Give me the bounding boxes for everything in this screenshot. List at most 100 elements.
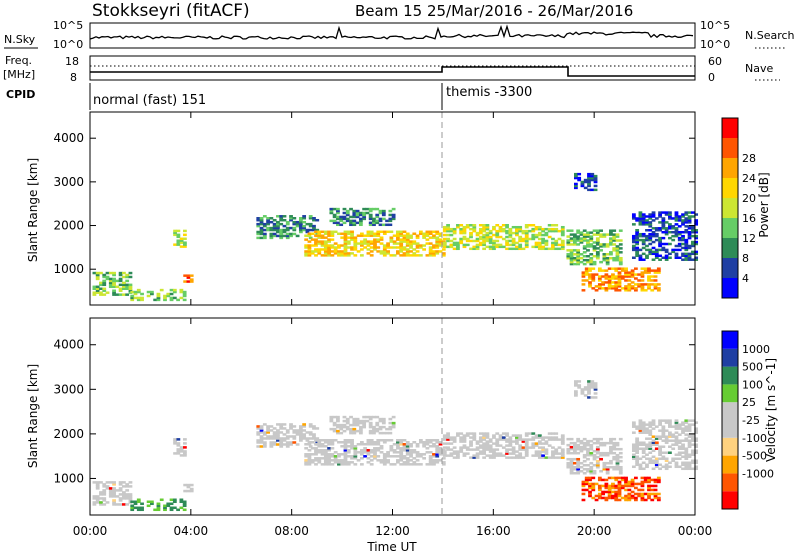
power-cell [279,217,284,220]
power-cell [289,215,293,218]
velocity-cell [601,496,606,500]
velocity-cell [373,453,377,456]
power-cell [551,227,555,231]
velocity-cell [432,463,436,466]
power-cell [392,234,397,237]
velocity-cell [631,455,636,459]
velocity-cell [432,439,436,442]
velocity-cell [485,432,490,435]
power-cell [648,248,653,252]
velocity-cell [308,433,313,436]
velocity-cell [310,441,315,444]
velocity-cell [518,448,523,451]
power-cell [651,250,656,254]
velocity-cell [505,450,509,453]
velocity-cell [604,496,609,500]
velocity-cell [435,459,440,462]
velocity-cell [115,489,120,492]
power-cell [605,258,610,262]
velocity-cell [405,457,410,460]
power-cell [337,232,341,235]
power-cell [651,215,656,218]
velocity-cell [537,440,542,443]
velocity-cell [256,441,261,444]
power-cell [428,250,433,253]
power-cell [638,213,643,216]
velocity-cell [576,437,581,441]
power-cell [136,298,141,302]
power-cell [462,243,467,247]
velocity-cell [630,490,635,494]
power-cell [582,233,587,236]
velocity-cell [182,504,187,508]
velocity-cell [379,447,384,450]
power-cell [282,224,287,228]
velocity-cell [661,455,666,459]
velocity-cell [528,438,532,441]
power-cell [405,242,410,245]
velocity-cell [176,450,181,453]
velocity-cell [592,437,597,441]
velocity-cell [566,461,571,465]
velocity-cell [418,441,423,444]
power-cell [684,240,689,244]
velocity-cell [687,441,692,444]
velocity-cell [544,450,549,453]
power-cell [541,237,546,241]
power-cell [438,238,443,241]
power-cell [630,269,635,272]
power-cell [508,227,513,231]
velocity-colorbar-label: Velocity [m s^-1] [764,358,778,462]
velocity-cell [279,441,284,444]
velocity-cell [402,445,407,448]
velocity-cell [674,421,679,424]
power-cell [182,292,187,296]
velocity-cell [554,456,559,459]
power-cell [593,176,598,180]
power-cell [651,211,656,214]
power-cell [352,221,357,225]
power-cell [485,235,490,239]
y-tick-label: 4000 [53,338,84,352]
power-cell [336,211,340,215]
power-cell [544,231,549,235]
velocity-cell [305,431,310,434]
velocity-cell [521,456,526,459]
power-cell [339,217,344,221]
velocity-cell [612,437,617,441]
velocity-cell [128,485,133,488]
power-cell [588,277,592,280]
power-cell [399,254,404,257]
velocity-cell [99,503,103,506]
power-cell [446,227,450,231]
velocity-cell [396,455,400,458]
velocity-cell [651,435,656,438]
power-cell [645,256,649,259]
power-cell [337,254,341,257]
velocity-cell [648,447,653,450]
velocity-cell [488,450,493,453]
power-cell [587,174,591,178]
power-cell [645,254,649,258]
velocity-cell [651,459,656,463]
velocity-cell [492,450,496,453]
velocity-cell [544,442,549,445]
velocity-cell [478,436,483,439]
power-cell [674,211,679,214]
velocity-cell [327,459,331,462]
velocity-cell [641,451,646,454]
power-cell [472,224,477,227]
velocity-cell [362,425,367,429]
power-cell [588,283,592,286]
power-cell [166,294,171,298]
power-cell [614,283,619,286]
velocity-cell [320,451,325,454]
power-cell [469,231,473,235]
velocity-cell [590,396,595,399]
velocity-cell [469,440,473,443]
power-cell [462,231,467,235]
power-cell [617,267,622,270]
velocity-cell [285,435,290,438]
velocity-cell [136,508,141,512]
power-cell [597,277,602,280]
